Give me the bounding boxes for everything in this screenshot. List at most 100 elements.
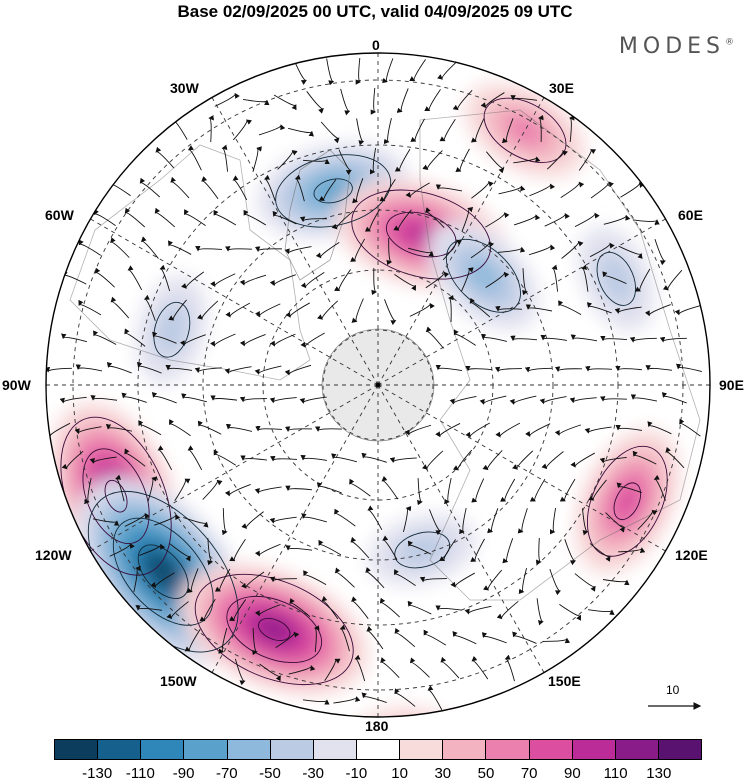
wind-vector-arrow xyxy=(615,365,643,372)
streamline-greenland-low xyxy=(275,154,392,228)
wind-vector-arrow xyxy=(315,426,342,432)
wind-vector-arrow xyxy=(513,214,541,226)
wind-vector-arrow xyxy=(470,241,495,259)
wind-vector-arrow xyxy=(351,298,364,323)
wind-vector-arrow xyxy=(487,508,499,534)
wind-vector-arrow xyxy=(471,478,485,503)
colorbar-swatch xyxy=(442,740,486,759)
wind-vector-arrow xyxy=(422,450,444,470)
wind-vector-arrow xyxy=(582,508,589,536)
wind-vector-arrow xyxy=(644,304,671,317)
lon-label-60w: 60W xyxy=(45,207,74,223)
lon-label-30e: 30E xyxy=(549,80,574,96)
wind-vector-arrow xyxy=(94,267,115,288)
wind-vector-arrow xyxy=(187,445,203,471)
wind-vector-arrow xyxy=(240,455,268,461)
wind-vector-arrow xyxy=(349,478,371,497)
wind-vector-arrow xyxy=(403,506,412,533)
registered-mark: ® xyxy=(725,37,734,48)
wind-vector-arrow xyxy=(147,476,158,502)
wind-vector-arrow xyxy=(208,115,214,143)
wind-vector-arrow xyxy=(294,174,305,202)
wind-vector-arrow xyxy=(409,302,435,317)
colorbar-tick-label: 10 xyxy=(391,765,408,782)
wind-vector-arrow xyxy=(389,457,417,463)
wind-vector-arrow xyxy=(536,598,544,626)
wind-vector-arrow xyxy=(481,632,507,644)
wind-vector-arrow xyxy=(139,177,161,198)
wind-vector-arrow xyxy=(574,573,596,592)
colorbar-tick-label: -30 xyxy=(302,765,325,782)
wind-vector-arrow xyxy=(654,238,666,266)
wind-vector-arrow xyxy=(464,605,492,615)
wind-vector-arrow xyxy=(270,455,298,462)
wind-vector-arrow xyxy=(300,455,328,461)
wind-vector-arrow xyxy=(510,95,538,101)
wind-vector-arrow xyxy=(169,543,191,562)
wind-vector-arrow xyxy=(168,299,187,321)
wind-vector-arrow xyxy=(361,692,387,704)
wind-vector-arrow xyxy=(485,212,510,228)
wind-vector-arrow xyxy=(510,335,538,342)
wind-vector-arrow xyxy=(224,366,252,375)
wind-vector-arrow xyxy=(662,269,683,291)
lon-label-120w: 120W xyxy=(35,547,72,563)
wind-vector-arrow xyxy=(518,567,527,594)
wind-vector-arrow xyxy=(442,239,463,261)
wind-vector-arrow xyxy=(303,570,327,586)
wind-vector-arrow xyxy=(512,450,534,470)
wind-vector-arrow xyxy=(285,545,313,551)
streamline-north-america-low xyxy=(153,301,191,358)
wind-vector-arrow xyxy=(479,395,507,405)
wind-vector-arrow xyxy=(318,539,342,556)
wind-vector-arrow xyxy=(504,654,515,682)
wind-vector-arrow xyxy=(317,300,339,320)
wind-vector-arrow xyxy=(324,658,341,682)
wind-vector-arrow xyxy=(409,657,430,678)
wind-vector-arrow xyxy=(448,294,454,322)
wind-vector-arrow xyxy=(61,450,84,470)
wind-vector-arrow xyxy=(435,184,463,192)
greenland-outline xyxy=(284,149,351,281)
colorbar-swatch xyxy=(528,740,572,759)
wind-vector-arrow xyxy=(417,478,423,506)
streamline-north-pacific-high xyxy=(226,595,323,664)
wind-vector-arrow xyxy=(605,512,625,533)
wind-vector-arrow xyxy=(252,146,263,172)
wind-vector-arrow xyxy=(109,542,135,557)
wind-vector-arrow xyxy=(181,271,205,289)
wind-vector-arrow xyxy=(272,210,297,225)
wind-vector-arrow xyxy=(394,688,416,707)
wind-vector-arrow xyxy=(210,273,236,288)
latitude-circle-80 xyxy=(322,329,434,441)
reference-vector-label: 10 xyxy=(666,683,680,697)
wind-vector-arrow xyxy=(334,508,356,527)
wind-vector-arrow xyxy=(252,628,258,656)
map-title: Base 02/09/2025 00 UTC, valid 04/09/2025… xyxy=(177,2,573,21)
wind-vector-arrow xyxy=(543,637,571,644)
wind-vector-arrow xyxy=(407,540,432,555)
wind-vector-arrow xyxy=(544,213,570,227)
wind-vector-arrow xyxy=(127,265,143,291)
wind-vector-arrow xyxy=(546,150,568,170)
wind-vector-arrow xyxy=(581,264,589,292)
streamline-east-asia-high xyxy=(613,482,642,521)
wind-vector-arrow xyxy=(618,547,646,554)
wind-vector-arrow xyxy=(183,209,206,227)
wind-vector-arrow xyxy=(174,478,191,502)
wind-vector-arrow xyxy=(284,246,312,255)
wind-vector-arrow xyxy=(339,624,350,652)
wind-vector-arrow xyxy=(437,60,459,80)
wind-vector-arrow xyxy=(159,264,171,292)
colorbar-swatch xyxy=(55,740,98,759)
wind-vector-arrow xyxy=(536,537,542,565)
wind-vector-arrow xyxy=(480,92,505,109)
wind-vector-arrow xyxy=(269,516,297,524)
wind-vector-arrow xyxy=(512,631,537,644)
wind-vector-arrow xyxy=(350,238,366,262)
wind-vector-arrow xyxy=(338,149,352,175)
wind-vector-arrow xyxy=(614,306,642,314)
wind-vector-arrow xyxy=(498,246,526,253)
wind-vector-arrow xyxy=(501,118,514,144)
